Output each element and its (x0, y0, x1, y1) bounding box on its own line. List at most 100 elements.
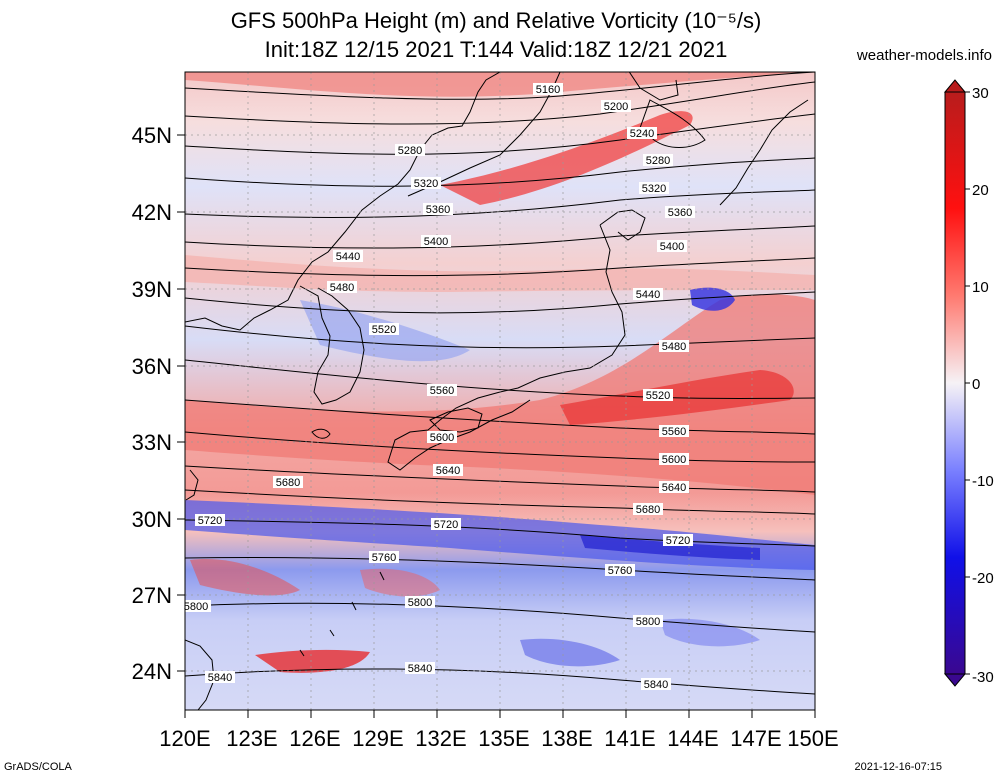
lon-label: 126E (289, 726, 340, 751)
lat-label: 27N (132, 583, 172, 608)
contour-label: 5160 (536, 84, 560, 96)
contour-label-bg (433, 464, 463, 476)
contour-label: 5360 (426, 204, 450, 216)
lon-label: 138E (541, 726, 592, 751)
contour-label: 5800 (184, 601, 208, 613)
lat-label: 36N (132, 354, 172, 379)
contour-label-bg (643, 154, 673, 166)
contour-label: 5320 (414, 178, 438, 190)
contour-label: 5280 (646, 155, 670, 167)
contour-label-bg (369, 323, 399, 335)
contour-label: 5840 (408, 663, 432, 675)
contour-label: 5480 (662, 341, 686, 353)
contour-label: 5800 (636, 616, 660, 628)
lat-label: 33N (132, 430, 172, 455)
contour-label: 5760 (608, 565, 632, 577)
contour-label-bg (181, 600, 211, 612)
site-label: weather-models.info (856, 47, 992, 64)
colorbar-tick-label: -10 (972, 473, 994, 490)
contour-label: 5480 (330, 282, 354, 294)
lon-label: 135E (478, 726, 529, 751)
contour-label: 5560 (662, 426, 686, 438)
contour-label: 5680 (636, 504, 660, 516)
contour-label-bg (657, 240, 687, 252)
contour-label: 5600 (662, 454, 686, 466)
contour-label-bg (431, 518, 461, 530)
contour-label-bg (659, 453, 689, 465)
lon-label: 132E (415, 726, 466, 751)
contour-label-bg (633, 503, 663, 515)
contour-label: 5600 (430, 432, 454, 444)
contour-label: 5680 (276, 477, 300, 489)
lat-label: 45N (132, 123, 172, 148)
contour-label: 5440 (336, 251, 360, 263)
contour-label-bg (659, 425, 689, 437)
contour-label-bg (411, 177, 441, 189)
contour-label: 5400 (660, 241, 684, 253)
lon-label: 141E (604, 726, 655, 751)
height-contours (185, 72, 815, 695)
contour-label-bg (533, 83, 563, 95)
colorbar-tick-label: -20 (972, 570, 994, 587)
contour-label-bg (405, 662, 435, 674)
colorbar-tick-label: 10 (972, 279, 989, 296)
contour-label: 5280 (398, 145, 422, 157)
contour-label: 5840 (208, 672, 232, 684)
contour-label-bg (601, 100, 631, 112)
contour-label: 5640 (436, 465, 460, 477)
contour-label: 5640 (662, 482, 686, 494)
contour-labels: 5160520052405280528053205320536053605400… (181, 83, 695, 691)
colorbar-tick-label: 0 (972, 376, 980, 393)
contour-label: 5520 (372, 324, 396, 336)
colorbar-tick-label: 30 (972, 85, 989, 102)
lon-label: 123E (226, 726, 277, 751)
lat-label: 24N (132, 659, 172, 684)
contour-label-bg (423, 203, 453, 215)
contour-label: 5760 (372, 552, 396, 564)
contour-label: 5320 (642, 183, 666, 195)
contour-label-bg (421, 235, 451, 247)
contour-label-bg (639, 182, 669, 194)
contour-label-bg (369, 551, 399, 563)
contour-label-bg (663, 534, 693, 546)
contour-label-bg (641, 678, 671, 690)
contour-label: 5800 (408, 597, 432, 609)
contour-label: 5840 (644, 679, 668, 691)
contour-label: 5720 (434, 519, 458, 531)
contour-label: 5520 (646, 390, 670, 402)
footer-timestamp: 2021-12-16-07:15 (854, 761, 942, 773)
lat-label: 42N (132, 200, 172, 225)
contour-label-bg (333, 250, 363, 262)
contour-label: 5400 (424, 236, 448, 248)
footer-software: GrADS/COLA (4, 761, 72, 773)
contour-label-bg (643, 389, 673, 401)
contour-label-bg (627, 127, 657, 139)
contour-label-bg (427, 431, 457, 443)
contour-label: 5720 (666, 535, 690, 547)
contour-label-bg (633, 615, 663, 627)
contour-label: 5200 (604, 101, 628, 113)
contour-label-bg (395, 144, 425, 156)
chart-subtitle: Init:18Z 12/15 2021 T:144 Valid:18Z 12/2… (264, 37, 728, 62)
colorbar: 30 20 10 0 -10 -20 -30 (943, 79, 994, 687)
lon-label: 120E (159, 726, 210, 751)
contour-label-bg (405, 596, 435, 608)
contour-label-bg (205, 671, 235, 683)
contour-label-bg (273, 476, 303, 488)
contour-label-bg (327, 281, 357, 293)
colorbar-tick-label: -30 (972, 669, 994, 686)
colorbar-tick-label: 20 (972, 182, 989, 199)
contour-label-bg (605, 564, 635, 576)
lon-label: 150E (787, 726, 838, 751)
contour-label: 5360 (668, 207, 692, 219)
lon-label: 129E (352, 726, 403, 751)
contour-label-bg (659, 340, 689, 352)
contour-label: 5560 (430, 385, 454, 397)
contour-label: 5440 (636, 289, 660, 301)
contour-label-bg (195, 514, 225, 526)
contour-label: 5240 (630, 128, 654, 140)
contour-label-bg (633, 288, 663, 300)
axis-ticks (177, 134, 816, 718)
lat-tick-labels: 45N 42N 39N 36N 33N 30N 27N 24N (132, 123, 172, 684)
lon-tick-labels: 120E 123E 126E 129E 132E 135E 138E 141E … (159, 726, 838, 751)
